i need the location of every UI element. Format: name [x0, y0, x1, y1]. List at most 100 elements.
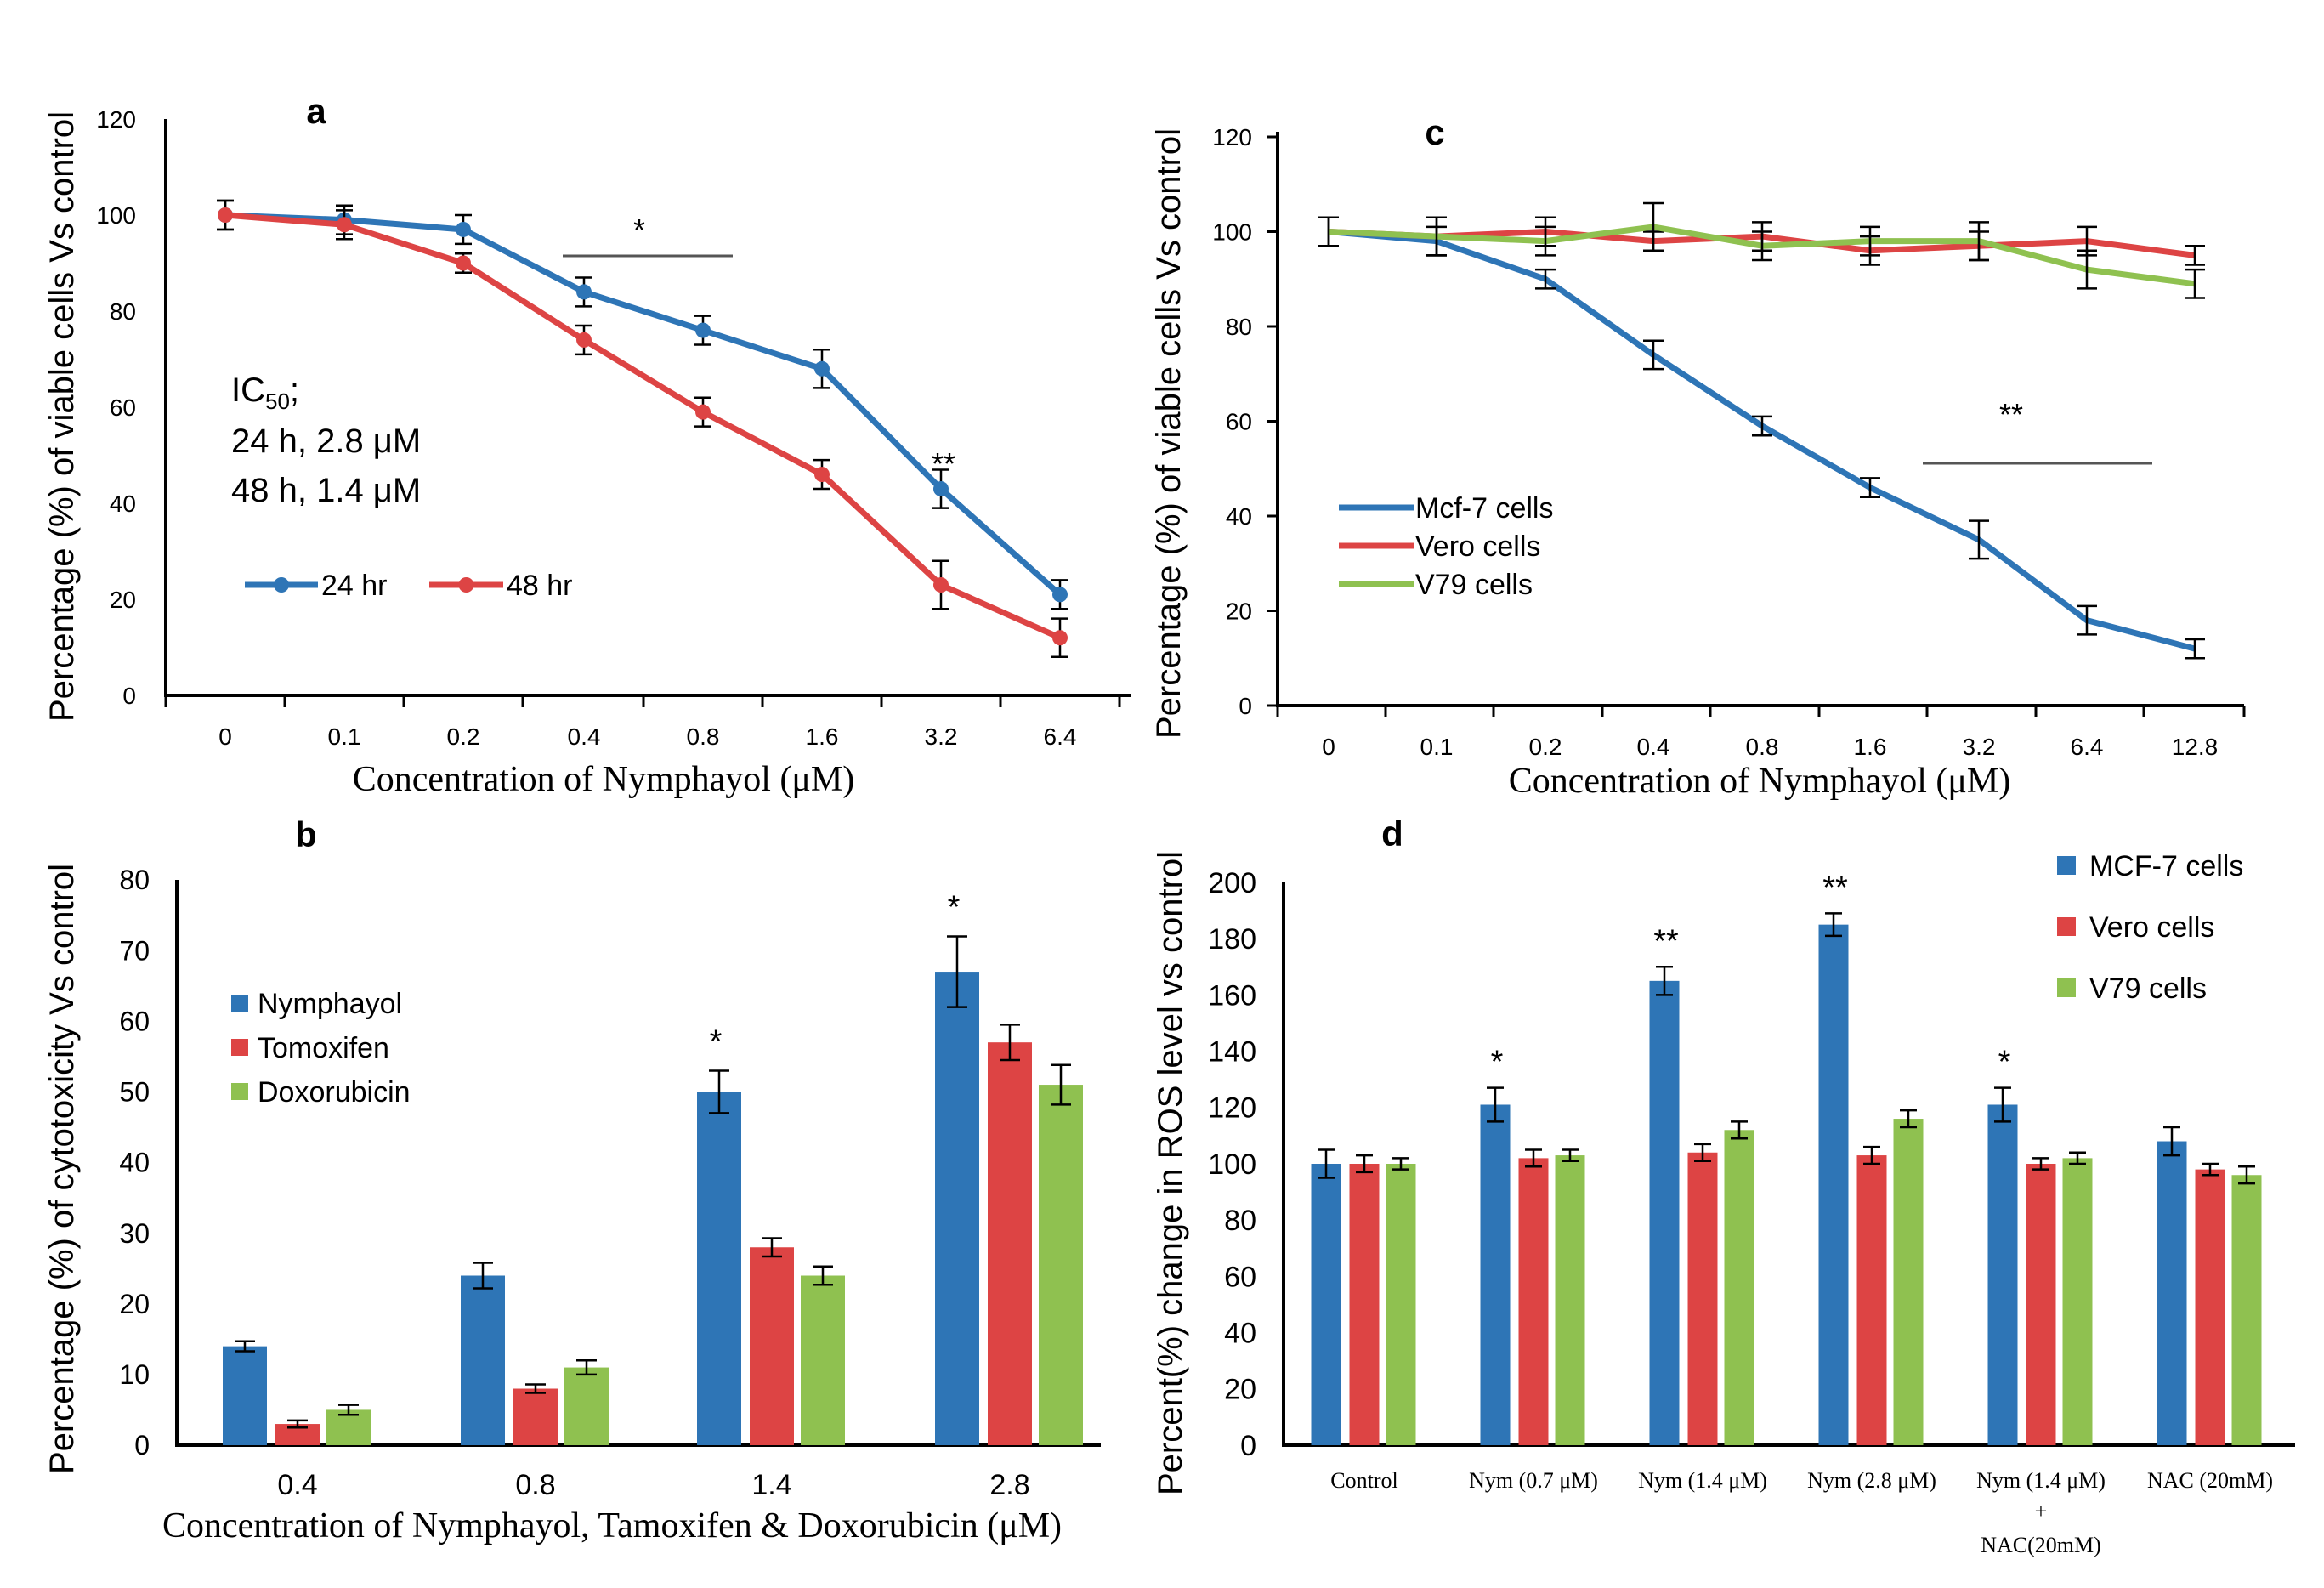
x-tick-label: 0.1: [1420, 734, 1454, 760]
bar-v79-cells: [2231, 1175, 2262, 1445]
legend-swatch-marker: [274, 577, 289, 593]
axis-lines: [1282, 882, 2295, 1447]
error-bar: [1356, 1154, 1373, 1174]
x-tick-label: Nym (1.4 μM): [1976, 1468, 2106, 1493]
x-tick-label: Nym (1.4 μM): [1638, 1468, 1767, 1493]
y-tick-label: 80: [1226, 314, 1252, 340]
y-tick-label: 20: [110, 587, 136, 613]
y-tick-label: 120: [1208, 1092, 1256, 1125]
x-axis-label: Concentration of Nymphayol (μM): [1509, 762, 2011, 801]
bar-mcf-7-cells: [1480, 1104, 1511, 1445]
bar-v79-cells: [1893, 1119, 1924, 1445]
error-bar: [1752, 230, 1772, 262]
bar-mcf-7-cells: [2157, 1141, 2187, 1445]
legend-label: Tomoxifen: [258, 1032, 389, 1064]
data-point: [1052, 630, 1068, 646]
axis-lines: [164, 119, 1131, 697]
error-bar: [287, 1419, 308, 1429]
data-point: [695, 404, 711, 420]
x-tick-label: 0.4: [568, 723, 601, 750]
error-bar: [1643, 201, 1664, 252]
bar-nymphayol: [697, 1092, 741, 1445]
y-tick-label: 0: [1240, 1430, 1256, 1462]
bar-tomoxifen: [988, 1042, 1032, 1445]
error-bar: [1562, 1148, 1579, 1162]
x-tick-label: 0.8: [515, 1469, 555, 1501]
significance-marker: **: [1653, 923, 1679, 959]
panel-d-bar-chart: 0 20 40 60 80 100 120 140 160 180 200 Control Nym (0…: [1152, 814, 2295, 1557]
bar-v79-cells: [2062, 1158, 2093, 1445]
legend-label: Doxorubicin: [258, 1076, 411, 1109]
bar-mcf-7-cells: [1818, 924, 1849, 1445]
bar-vero-cells: [1518, 1158, 1549, 1445]
error-bar: [1318, 1148, 1335, 1179]
error-bar: [1900, 1109, 1917, 1129]
y-axis-label: Percentage (%) of viable cells Vs contro…: [43, 111, 81, 722]
significance-marker: *: [710, 1024, 723, 1059]
significance-marker: **: [932, 446, 955, 481]
y-tick-label: 70: [119, 935, 150, 966]
error-bar: [1656, 966, 1673, 996]
ic50-48h: 48 h, 1.4 μM: [231, 472, 421, 509]
ic50-heading: IC50;: [231, 371, 299, 414]
error-bar: [1863, 1145, 1880, 1165]
error-bar: [1487, 1086, 1504, 1123]
x-tick-label: 6.4: [2071, 734, 2104, 760]
y-axis-label: Percentage (%) of cytotoxicity Vs contro…: [43, 864, 81, 1474]
x-tick-label: Nym (0.7 μM): [1469, 1468, 1598, 1493]
legend-label: MCF-7 cells: [2089, 850, 2243, 882]
x-tick-label: 0.2: [1529, 734, 1562, 760]
x-tick-label: 0.2: [447, 723, 480, 750]
panel-letter: a: [306, 91, 326, 131]
panel-b-bar-chart: 0 10 20 30 40 50 60 70 80 0.4 0.8 1.4 2.8 Concentrati…: [43, 814, 1101, 1545]
error-bar: [2069, 1151, 2086, 1165]
y-tick-label: 30: [119, 1218, 150, 1249]
legend-label: 24 hr: [321, 570, 388, 602]
data-point: [337, 217, 352, 233]
error-bar: [1860, 225, 1880, 257]
error-bar: [1731, 1120, 1748, 1140]
data-point: [695, 322, 711, 338]
legend-swatch: [2057, 978, 2076, 997]
significance-marker: **: [1822, 870, 1848, 905]
y-tick-label: 200: [1208, 867, 1256, 899]
y-tick-label: 120: [96, 106, 136, 133]
error-bar: [576, 1359, 597, 1376]
panel-c-line-chart: 0 20 40 60 80 100 120 0 0.1 0.2 0.4 0.8 1.6 3.2 6.4 12.…: [1150, 112, 2246, 801]
data-point: [576, 332, 592, 348]
legend-swatch: [2057, 856, 2076, 875]
y-tick-label: 80: [110, 298, 136, 325]
error-bar: [1694, 1143, 1711, 1162]
y-tick-label: 10: [119, 1359, 150, 1390]
axis-lines: [1276, 132, 2244, 707]
error-bar: [1860, 477, 1880, 498]
significance-marker: *: [633, 213, 645, 247]
bar-v79-cells: [1555, 1155, 1585, 1445]
bar-vero-cells: [2026, 1164, 2056, 1445]
error-bar: [2185, 268, 2205, 299]
panel-letter: c: [1425, 112, 1444, 152]
x-tick-label: 0.1: [328, 723, 361, 750]
error-bar: [947, 935, 967, 1008]
legend-label: V79 cells: [1415, 569, 1533, 601]
x-tick-label: 1.6: [806, 723, 839, 750]
panel-letter: d: [1381, 814, 1403, 854]
series-line-48-hr: [224, 212, 1062, 641]
x-tick-label: 0.4: [1637, 734, 1670, 760]
error-bar: [1535, 268, 1556, 290]
error-bar: [1969, 519, 1989, 560]
y-tick-label: 40: [1226, 503, 1252, 530]
bar-nymphayol: [461, 1275, 505, 1445]
significance-marker: *: [1491, 1045, 1504, 1080]
y-tick-label: 20: [1224, 1374, 1256, 1406]
bar-tomoxifen: [750, 1247, 794, 1445]
x-tick-label: 0: [218, 723, 232, 750]
data-point: [814, 360, 830, 377]
x-tick-label: 0.4: [277, 1469, 317, 1501]
y-tick-label: 60: [1224, 1261, 1256, 1293]
x-tick-label: 6.4: [1044, 723, 1077, 750]
y-tick-label: 40: [119, 1148, 150, 1178]
bar-nymphayol: [935, 972, 979, 1445]
error-bar: [1825, 912, 1842, 938]
